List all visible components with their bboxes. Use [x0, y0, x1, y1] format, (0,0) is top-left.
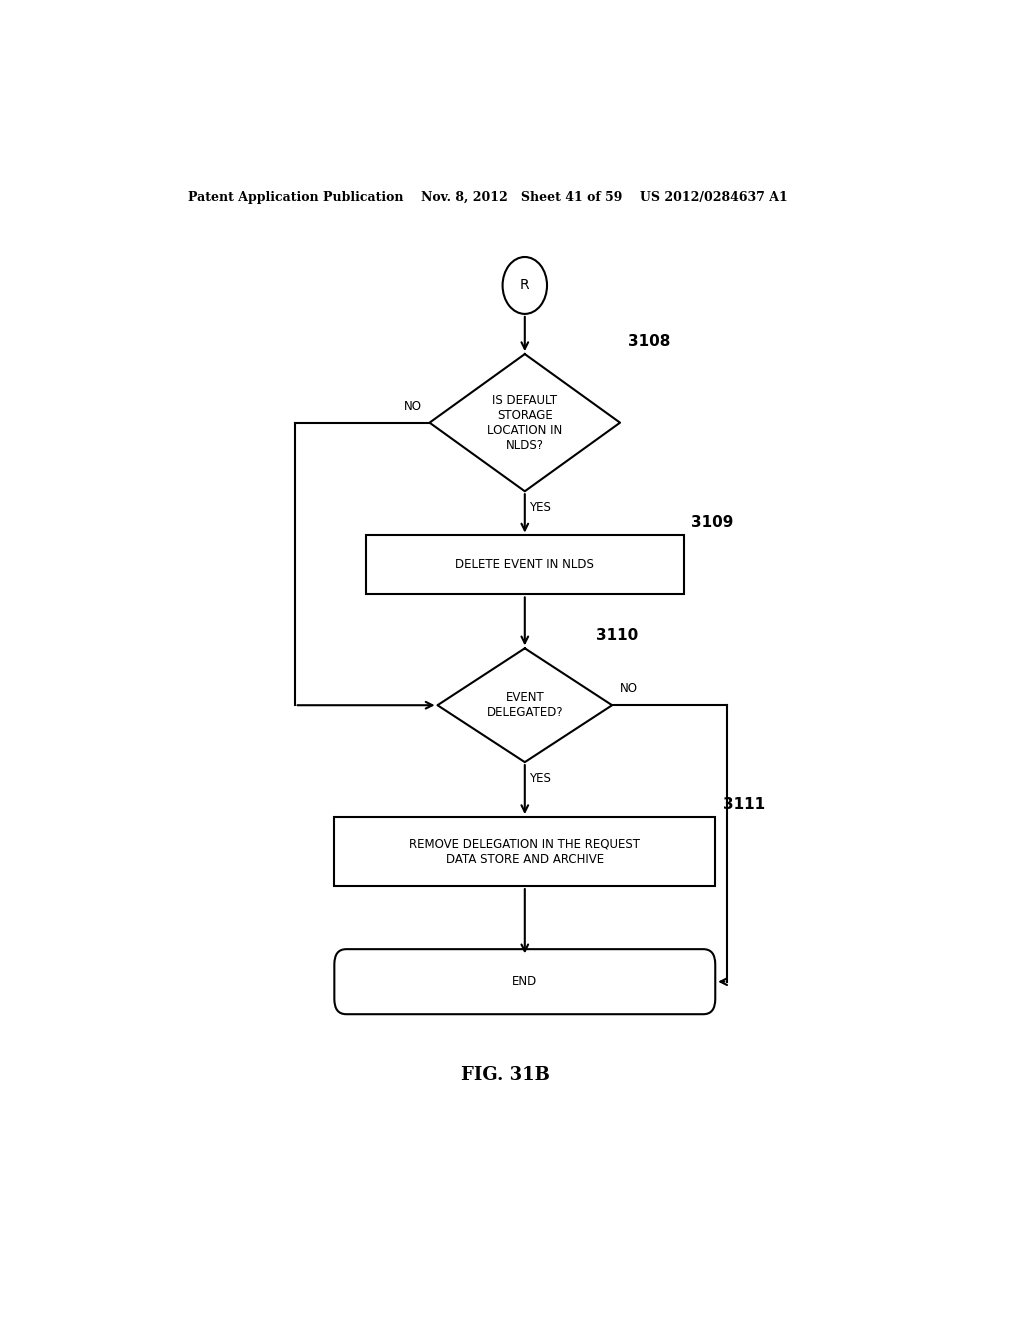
Text: NO: NO [620, 682, 638, 696]
Text: IS DEFAULT
STORAGE
LOCATION IN
NLDS?: IS DEFAULT STORAGE LOCATION IN NLDS? [487, 393, 562, 451]
Text: END: END [512, 975, 538, 989]
Text: 3111: 3111 [723, 797, 765, 812]
Text: 3110: 3110 [596, 628, 639, 643]
Bar [367, 536, 684, 594]
FancyBboxPatch shape [334, 949, 715, 1014]
Text: 3109: 3109 [691, 515, 734, 531]
Text: DELETE EVENT IN NLDS: DELETE EVENT IN NLDS [456, 558, 594, 572]
Text: FIG. 31B: FIG. 31B [461, 1067, 550, 1084]
Text: Patent Application Publication    Nov. 8, 2012   Sheet 41 of 59    US 2012/02846: Patent Application Publication Nov. 8, 2… [187, 190, 787, 203]
Text: 3108: 3108 [628, 334, 671, 348]
Text: R: R [520, 279, 529, 293]
Text: NO: NO [403, 400, 422, 412]
Text: REMOVE DELEGATION IN THE REQUEST
DATA STORE AND ARCHIVE: REMOVE DELEGATION IN THE REQUEST DATA ST… [410, 838, 640, 866]
Text: YES: YES [528, 502, 551, 515]
Circle shape [503, 257, 547, 314]
Text: EVENT
DELEGATED?: EVENT DELEGATED? [486, 692, 563, 719]
Text: YES: YES [528, 772, 551, 785]
Bar [334, 817, 715, 886]
